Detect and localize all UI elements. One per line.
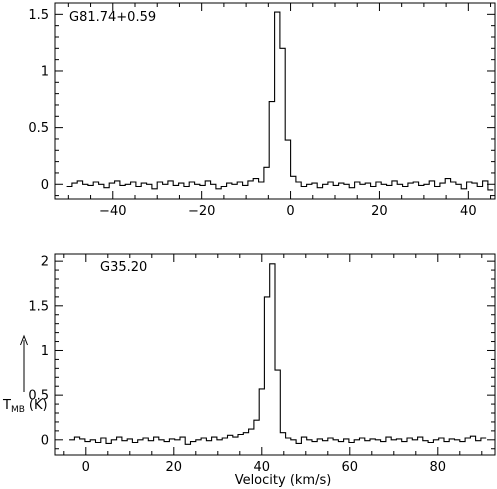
y-tick-label: 0 bbox=[41, 178, 49, 193]
y-tick-label: 0 bbox=[41, 433, 49, 448]
x-tick-label: 40 bbox=[254, 460, 271, 475]
y-tick-label: 1 bbox=[41, 344, 49, 359]
y-tick-label: 1.5 bbox=[28, 299, 49, 314]
tick-labels: 0 20 40 60 80 0 0.5 1 1.5 2 bbox=[28, 255, 446, 475]
y-axis-label-text: TMB (K) bbox=[2, 398, 48, 415]
y-tick-label: 0.5 bbox=[28, 389, 49, 404]
arrow-up-icon bbox=[20, 334, 28, 346]
y-tick-label: 1.5 bbox=[28, 8, 49, 23]
x-tick-label: 40 bbox=[460, 204, 477, 219]
spectrum-line bbox=[69, 263, 487, 445]
tick-labels: −40 −20 0 20 40 0 0.5 1 1.5 bbox=[28, 8, 476, 219]
x-axis-label: Velocity (km/s) bbox=[235, 473, 332, 488]
y-label-symbol: T bbox=[2, 398, 11, 413]
axis-ticks bbox=[55, 254, 495, 455]
x-tick-label: 20 bbox=[166, 460, 183, 475]
y-label-unit: (K) bbox=[29, 398, 48, 413]
y-axis-label: TMB (K) bbox=[2, 334, 48, 415]
axis-ticks bbox=[55, 2, 495, 199]
y-tick-label: 2 bbox=[41, 255, 49, 270]
x-tick-label: −20 bbox=[188, 204, 215, 219]
y-label-subscript: MB bbox=[11, 405, 25, 415]
spectrum-line bbox=[66, 11, 494, 191]
source-label: G35.20 bbox=[100, 260, 147, 275]
y-tick-label: 1 bbox=[41, 64, 49, 79]
source-label: G81.74+0.59 bbox=[69, 10, 156, 25]
y-tick-label: 0.5 bbox=[28, 121, 49, 136]
plot-frame bbox=[54, 2, 496, 200]
x-tick-label: 20 bbox=[371, 204, 388, 219]
x-tick-label: 0 bbox=[286, 204, 294, 219]
x-tick-label: 80 bbox=[430, 460, 447, 475]
x-tick-label: 60 bbox=[342, 460, 359, 475]
x-tick-label: 0 bbox=[82, 460, 90, 475]
spectrum-panel-g35: 0 20 40 60 80 0 0.5 1 1.5 2 G35.20 bbox=[28, 253, 496, 475]
spectrum-panel-g81: −40 −20 0 20 40 0 0.5 1 1.5 G81.74+0.59 bbox=[28, 2, 496, 219]
plot-frame bbox=[54, 253, 496, 456]
x-tick-label: −40 bbox=[99, 204, 126, 219]
